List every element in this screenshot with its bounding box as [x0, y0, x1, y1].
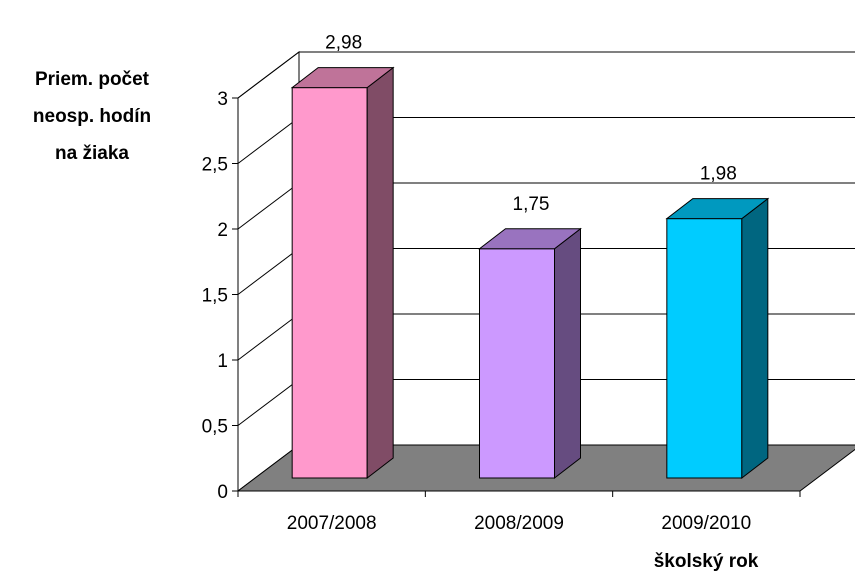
bar-top [290, 67, 395, 89]
bar-top [665, 198, 770, 220]
bar-front [479, 248, 555, 479]
bar-side [554, 227, 581, 480]
bar-front [291, 87, 368, 479]
x-tick-label: 2008/2009 [474, 513, 564, 534]
bar [665, 197, 770, 480]
gridline-left [237, 248, 300, 295]
y-tick-label: 1 [217, 351, 228, 372]
gridline-left [237, 182, 300, 230]
gridline-left [237, 379, 300, 426]
gridline-left [237, 313, 300, 361]
y-axis-title-line-1: Priem. počet [35, 69, 150, 90]
bar-side [366, 66, 394, 480]
bars [290, 66, 770, 480]
bar-side [741, 197, 769, 480]
x-axis-title: školský rok [654, 551, 759, 572]
bar-front [666, 218, 743, 479]
data-label: 2,98 [325, 33, 362, 54]
gridline-left [237, 51, 300, 99]
bar-top [478, 228, 582, 250]
data-label: 1,98 [700, 164, 737, 185]
data-label: 1,75 [513, 194, 550, 215]
bar [478, 227, 582, 480]
y-tick-label: 1,5 [202, 286, 228, 307]
labels: 0 0,5 1 1,5 2 2,5 3 2,98 2007/2008 1,75 2008/2009 1… [202, 33, 752, 534]
axes [232, 97, 801, 497]
y-tick-label: 0 [217, 482, 228, 503]
y-tick-label: 2 [217, 220, 228, 241]
bar [290, 66, 395, 480]
x-tick-label: 2009/2010 [661, 513, 751, 534]
y-tick-label: 3 [217, 89, 228, 110]
x-tick-label: 2007/2008 [287, 513, 377, 534]
y-tick-label: 0,5 [202, 417, 228, 438]
y-axis-title-line-3: na žiaka [55, 143, 129, 164]
y-tick-label: 2,5 [202, 155, 228, 176]
y-axis-title-line-2: neosp. hodín [33, 106, 151, 127]
gridline-left [237, 117, 300, 164]
